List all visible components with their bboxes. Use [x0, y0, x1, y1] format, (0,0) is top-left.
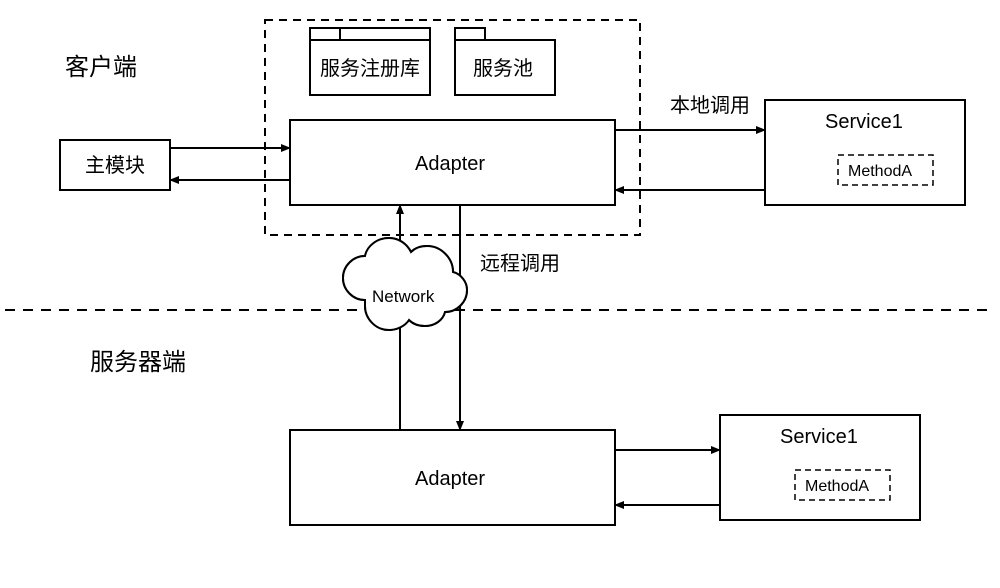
- adapter-bottom-label: Adapter: [415, 468, 485, 490]
- remote-call-label: 远程调用: [480, 252, 560, 275]
- pool-label: 服务池: [473, 57, 533, 80]
- network-label: Network: [372, 287, 435, 306]
- service-bottom-box: Service1 MethodA: [720, 415, 920, 520]
- adapter-top-label: Adapter: [415, 153, 485, 175]
- pool-folder: 服务池: [455, 28, 555, 95]
- network-cloud: Network: [343, 238, 467, 330]
- methodA-top-label: MethodA: [848, 163, 912, 180]
- service-bottom-label: Service1: [780, 426, 858, 448]
- adapter-bottom-box: Adapter: [290, 430, 615, 525]
- main-module-label: 主模块: [85, 154, 145, 177]
- server-label: 服务器端: [90, 349, 186, 376]
- registry-label: 服务注册库: [320, 57, 420, 80]
- service-top-box: Service1 MethodA: [765, 100, 965, 205]
- service-top-label: Service1: [825, 111, 903, 133]
- registry-folder: 服务注册库: [310, 28, 430, 95]
- methodA-bottom-label: MethodA: [805, 478, 869, 495]
- main-module-box: 主模块: [60, 140, 170, 190]
- adapter-top-box: Adapter: [290, 120, 615, 205]
- local-call-label: 本地调用: [670, 94, 750, 117]
- client-label: 客户端: [65, 54, 137, 81]
